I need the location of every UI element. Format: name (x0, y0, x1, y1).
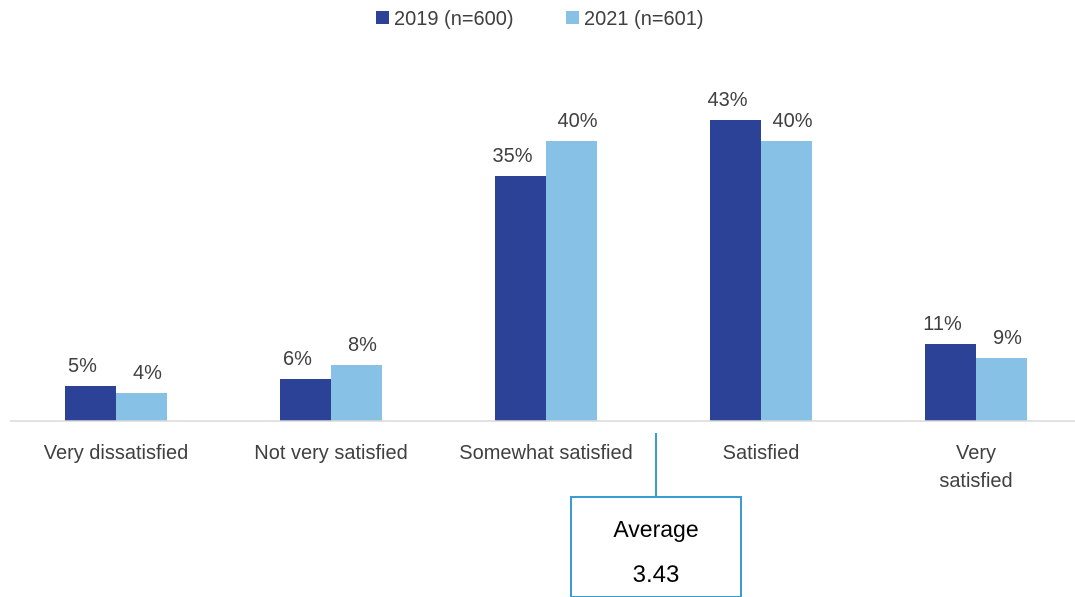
category-label-4-line-1: satisfied (939, 470, 1012, 492)
average-title: Average (613, 516, 698, 542)
value-label-2021-2: 40% (557, 110, 597, 132)
bar-2021-1 (331, 365, 382, 421)
legend-swatch-2019 (376, 11, 389, 24)
category-label-4-line-0: Very (956, 442, 996, 464)
legend-label-2021: 2021 (n=601) (584, 8, 704, 30)
bar-2019-2 (495, 176, 546, 421)
category-label-3: Satisfied (723, 442, 800, 464)
bar-2019-4 (925, 344, 976, 421)
bar-2019-1 (280, 379, 331, 421)
average-annotation: Average 3.43 (570, 433, 742, 597)
average-box (570, 496, 742, 597)
value-label-2021-4: 9% (993, 327, 1022, 349)
legend: 2019 (n=600) 2021 (n=601) (376, 8, 704, 30)
category-label-0: Very dissatisfied (44, 442, 189, 464)
legend-swatch-2021 (566, 11, 579, 24)
category-label-2: Somewhat satisfied (459, 442, 632, 464)
value-label-2019-4: 11% (923, 313, 962, 335)
value-label-2019-0: 5% (68, 355, 97, 377)
bar-2021-2 (546, 141, 597, 421)
category-label-1: Not very satisfied (254, 442, 407, 464)
legend-label-2019: 2019 (n=600) (394, 8, 514, 30)
bar-2019-3 (710, 120, 761, 421)
value-labels: 5% 4% 6% 8% 35% 40% 43% 40% 11% 9% (68, 89, 1022, 384)
bar-2019-0 (65, 386, 116, 421)
bar-2021-3 (761, 141, 812, 421)
average-value: 3.43 (633, 561, 680, 588)
value-label-2021-1: 8% (348, 334, 377, 356)
bars (65, 120, 1027, 421)
value-label-2021-3: 40% (772, 110, 812, 132)
value-label-2021-0: 4% (133, 362, 162, 384)
value-label-2019-3: 43% (707, 89, 747, 111)
bar-2021-4 (976, 358, 1027, 421)
bar-2021-0 (116, 393, 167, 421)
value-label-2019-2: 35% (492, 145, 532, 167)
category-labels: Very dissatisfied Not very satisfied Somew… (44, 442, 1013, 492)
value-label-2019-1: 6% (283, 348, 312, 370)
